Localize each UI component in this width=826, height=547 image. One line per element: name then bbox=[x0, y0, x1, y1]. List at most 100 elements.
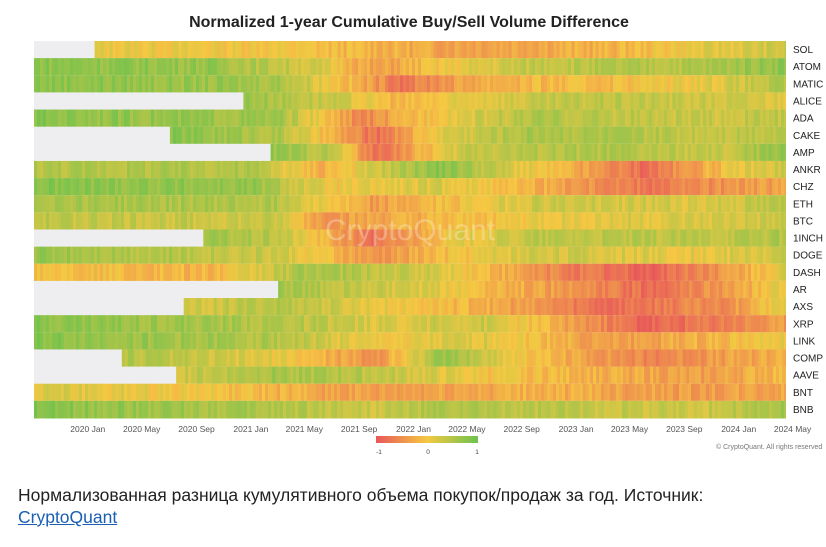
heatmap-cell bbox=[280, 160, 284, 179]
heatmap-cell bbox=[286, 160, 290, 179]
heatmap-cell bbox=[627, 143, 632, 162]
heatmap-cell bbox=[719, 229, 723, 248]
heatmap-cell bbox=[571, 195, 575, 213]
heatmap-cell bbox=[781, 212, 785, 230]
heatmap-cell bbox=[238, 109, 242, 128]
heatmap-cell bbox=[403, 160, 407, 179]
heatmap-cell bbox=[271, 126, 276, 145]
heatmap-cell bbox=[673, 349, 678, 368]
heatmap-cell bbox=[450, 298, 455, 316]
heatmap-cell bbox=[343, 400, 347, 419]
heatmap-cell bbox=[562, 178, 566, 196]
heatmap-cell bbox=[139, 349, 144, 368]
heatmap-cell bbox=[446, 229, 450, 248]
heatmap-cell bbox=[667, 349, 672, 368]
heatmap-cell bbox=[562, 315, 566, 333]
heatmap-cell bbox=[190, 178, 194, 196]
heatmap-cell bbox=[523, 160, 527, 179]
heatmap-cell bbox=[496, 212, 500, 230]
heatmap-cell bbox=[494, 366, 498, 385]
heatmap-cell bbox=[85, 58, 89, 76]
heatmap-cell bbox=[633, 92, 637, 111]
heatmap-cell bbox=[631, 178, 635, 196]
heatmap-cell bbox=[73, 263, 77, 282]
heatmap-cell bbox=[637, 109, 641, 128]
heatmap-cell bbox=[364, 195, 368, 213]
heatmap-cell bbox=[312, 92, 316, 111]
heatmap-cell bbox=[562, 383, 566, 402]
heatmap-cell bbox=[343, 246, 347, 265]
heatmap-cell bbox=[286, 349, 291, 368]
heatmap-cell bbox=[538, 160, 542, 179]
heatmap-cell bbox=[661, 263, 665, 282]
heatmap-cell bbox=[632, 280, 636, 299]
heatmap-cell bbox=[613, 41, 618, 59]
heatmap-cell bbox=[352, 263, 356, 282]
heatmap-row-comp bbox=[34, 349, 786, 368]
heatmap-cell bbox=[739, 349, 744, 368]
heatmap-cell bbox=[481, 400, 485, 419]
heatmap-cell bbox=[478, 212, 482, 230]
heatmap-cell bbox=[394, 195, 398, 213]
heatmap-cell bbox=[443, 280, 447, 299]
heatmap-cell bbox=[784, 160, 786, 179]
heatmap-cell bbox=[460, 109, 464, 128]
heatmap-cell bbox=[256, 109, 260, 128]
heatmap-cell bbox=[675, 298, 680, 316]
heatmap-cell bbox=[784, 126, 786, 145]
heatmap-cell bbox=[538, 195, 542, 213]
heatmap-cell bbox=[436, 58, 440, 76]
heatmap-cell bbox=[580, 263, 584, 282]
heatmap-cell bbox=[643, 263, 647, 282]
heatmap-cell bbox=[205, 400, 209, 419]
heatmap-cell bbox=[259, 160, 263, 179]
heatmap-cell bbox=[286, 332, 290, 350]
heatmap-cell bbox=[508, 126, 513, 145]
heatmap-cell bbox=[382, 315, 386, 333]
heatmap-cell bbox=[324, 143, 329, 162]
heatmap-cell bbox=[571, 315, 575, 333]
heatmap-cell bbox=[399, 92, 403, 111]
heatmap-cell bbox=[340, 195, 344, 213]
heatmap-cell bbox=[718, 212, 722, 230]
heatmap-cell bbox=[118, 178, 122, 196]
heatmap-cell bbox=[208, 263, 212, 282]
heatmap-cell bbox=[533, 229, 537, 248]
heatmap-cell bbox=[220, 349, 225, 368]
heatmap-cell bbox=[97, 41, 102, 59]
heatmap-cell bbox=[211, 263, 215, 282]
heatmap-cell bbox=[349, 383, 353, 402]
heatmap-cell bbox=[103, 212, 107, 230]
heatmap-cell bbox=[422, 280, 426, 299]
heatmap-cell bbox=[613, 58, 617, 76]
heatmap-cell bbox=[764, 229, 768, 248]
heatmap-cell bbox=[181, 75, 185, 93]
heatmap-cell bbox=[626, 229, 630, 248]
heatmap-cell bbox=[193, 195, 197, 213]
heatmap-cell bbox=[121, 195, 125, 213]
heatmap-cell bbox=[100, 41, 105, 59]
heatmap-cell bbox=[235, 332, 239, 350]
heatmap-cell bbox=[235, 246, 239, 265]
heatmap-cell bbox=[493, 383, 497, 402]
heatmap-cell bbox=[511, 263, 515, 282]
heatmap-cell bbox=[278, 229, 282, 248]
heatmap-cell bbox=[328, 315, 332, 333]
heatmap-cell bbox=[571, 126, 576, 145]
heatmap-cell bbox=[400, 383, 404, 402]
heatmap-cell bbox=[702, 298, 707, 316]
heatmap-cell bbox=[746, 229, 750, 248]
heatmap-cell bbox=[310, 212, 314, 230]
heatmap-cell bbox=[631, 75, 635, 93]
heatmap-cell bbox=[112, 212, 116, 230]
heatmap-cell bbox=[343, 58, 347, 76]
heatmap-cell bbox=[604, 160, 608, 179]
heatmap-cell bbox=[421, 178, 425, 196]
heatmap-cell bbox=[252, 298, 257, 316]
heatmap-cell bbox=[229, 160, 233, 179]
heatmap-cell bbox=[667, 383, 671, 402]
heatmap-cell bbox=[391, 383, 395, 402]
heatmap-cell bbox=[469, 58, 473, 76]
heatmap-cell bbox=[566, 229, 570, 248]
heatmap-cell bbox=[679, 126, 684, 145]
